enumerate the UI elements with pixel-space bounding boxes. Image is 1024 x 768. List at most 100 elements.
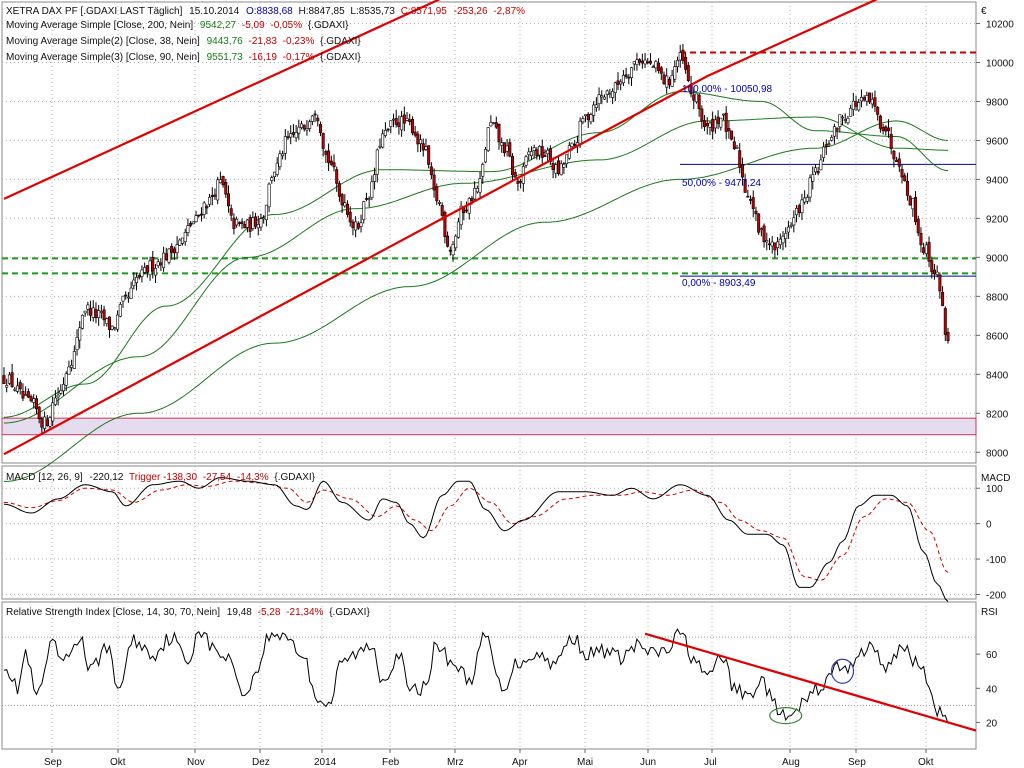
candle-body — [148, 260, 152, 276]
candle-body — [589, 114, 593, 123]
candle-body — [324, 151, 328, 155]
macd-panel[interactable] — [1, 465, 977, 600]
candle-body — [857, 102, 861, 111]
candle-body — [632, 61, 636, 65]
ma-90-line — [4, 116, 948, 424]
ma-38-label: Moving Average Simple(2) [Close, 38, Nei… — [6, 36, 200, 47]
candle-body — [849, 107, 853, 117]
candle-body — [781, 235, 785, 244]
candle-body — [516, 180, 520, 184]
fib-label-mid: 50,00% - 9477,24 — [682, 178, 761, 189]
candle-body — [916, 218, 920, 234]
legend-change: -253,26 — [454, 6, 488, 17]
candle-body — [332, 162, 336, 168]
ma-38-value: 9443,76 — [207, 36, 244, 47]
price-tick-label: 9400 — [986, 175, 1009, 186]
candle-body — [573, 143, 577, 146]
candle-body — [694, 93, 698, 103]
candle-body — [243, 224, 247, 229]
candle-body — [446, 235, 450, 247]
candle-body — [97, 310, 101, 318]
candle-body — [167, 248, 171, 263]
candle-body — [930, 260, 934, 273]
candle-body — [619, 81, 623, 85]
candle-body — [803, 197, 807, 203]
candle-body — [740, 164, 744, 178]
candle-body — [600, 95, 604, 98]
candle-body — [16, 385, 20, 392]
candle-body — [229, 208, 233, 216]
candlesticks — [2, 43, 950, 434]
rsi-panel[interactable] — [1, 601, 977, 750]
candle-body — [483, 149, 487, 163]
candle-body — [78, 327, 82, 341]
candle-body — [329, 160, 333, 165]
candle-body — [110, 325, 114, 330]
candle-body — [189, 222, 193, 226]
price-tick-label: 8000 — [986, 448, 1009, 459]
candle-body — [416, 133, 420, 145]
candle-body — [45, 419, 49, 427]
candle-body — [143, 267, 147, 273]
candle-body — [892, 150, 896, 160]
candle-body — [213, 194, 217, 197]
candle-body — [132, 279, 136, 287]
candle-body — [816, 171, 820, 174]
candle-body — [327, 150, 331, 163]
candle-body — [684, 56, 688, 70]
candle-body — [159, 262, 163, 266]
candle-body — [584, 114, 588, 117]
candle-body — [302, 124, 306, 130]
x-axis: Sep Okt Nov Dez 2014 Feb Mrz Apr Mai Jun Jul Aug Sep… — [44, 749, 934, 768]
candle-body — [245, 219, 249, 228]
candle-body — [237, 222, 241, 224]
candle-body — [51, 402, 55, 422]
candle-body — [32, 398, 36, 403]
candle-body — [822, 146, 826, 158]
candle-body — [762, 225, 766, 243]
x-tick-label: Mrz — [447, 757, 464, 768]
candle-body — [191, 221, 195, 225]
candle-body — [540, 146, 544, 158]
candle-body — [116, 314, 120, 330]
ma-90-change: -16,19 — [249, 52, 278, 63]
candle-body — [851, 100, 855, 110]
price-trendlines — [3, 0, 878, 456]
candle-body — [405, 118, 409, 121]
trendline-lower — [3, 0, 878, 456]
candle-body — [367, 198, 371, 200]
candle-body — [746, 195, 750, 198]
candle-body — [459, 205, 463, 226]
candle-body — [578, 120, 582, 144]
candle-body — [511, 156, 515, 176]
candle-body — [102, 309, 106, 321]
candle-body — [64, 373, 68, 386]
candle-body — [264, 204, 268, 220]
candle-body — [24, 394, 28, 396]
price-panel[interactable] — [1, 1, 977, 464]
candle-body — [757, 213, 761, 233]
candle-body — [819, 159, 823, 171]
candle-body — [80, 314, 84, 329]
candle-body — [251, 217, 255, 229]
rsi-y-axis: 20 40 60 — [976, 650, 998, 729]
candle-body — [67, 366, 71, 375]
candle-body — [300, 123, 304, 128]
legend-instrument: XETRA DAX PF [.GDAXI LAST Täglich] — [6, 6, 183, 17]
candle-body — [275, 162, 279, 175]
price-tick-label: 9800 — [986, 97, 1009, 108]
candle-body — [605, 90, 609, 95]
candle-body — [145, 265, 149, 273]
candle-body — [700, 108, 704, 122]
candle-body — [75, 337, 79, 350]
candle-body — [556, 160, 560, 174]
trendline-upper — [3, 0, 441, 200]
candle-body — [751, 197, 755, 209]
candle-body — [738, 150, 742, 168]
rsi-marker-ellipse-green — [769, 706, 803, 725]
candle-body — [886, 127, 890, 132]
candle-body — [421, 143, 425, 151]
candle-body — [308, 121, 312, 129]
rsi-tick-label: 20 — [986, 718, 998, 729]
